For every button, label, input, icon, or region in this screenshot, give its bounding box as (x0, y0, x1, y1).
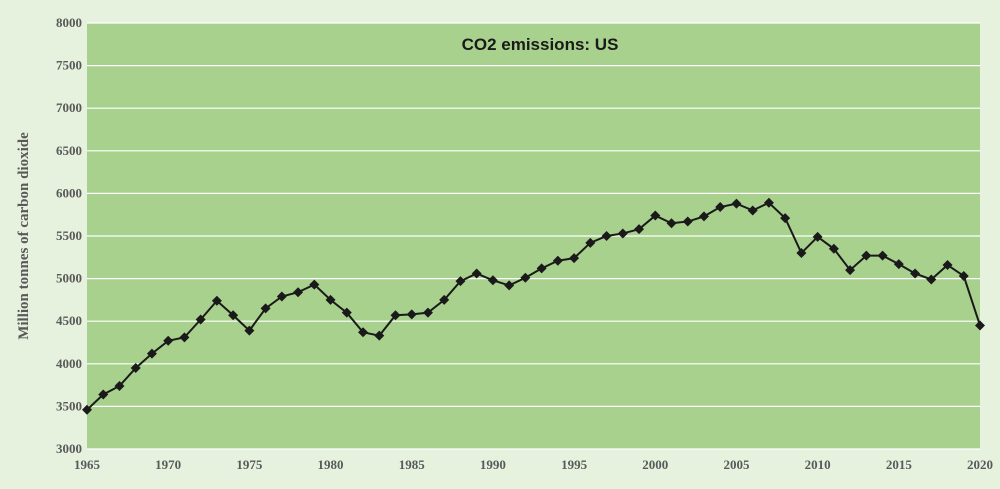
data-point (82, 404, 92, 415)
data-point (228, 310, 239, 321)
data-point (569, 253, 580, 264)
x-tick-label: 2010 (805, 457, 831, 472)
x-tick-label: 1975 (236, 457, 263, 472)
data-point (325, 294, 336, 305)
y-tick-label: 3000 (56, 441, 82, 456)
data-point (536, 263, 547, 274)
y-axis-label: Million tonnes of carbon dioxide (16, 132, 32, 340)
x-tick-label: 1970 (155, 457, 181, 472)
y-tick-label: 7000 (56, 100, 82, 115)
x-tick-label: 2005 (723, 457, 750, 472)
data-point (130, 363, 141, 374)
x-tick-label: 1985 (399, 457, 426, 472)
data-point (958, 271, 969, 282)
data-point (845, 265, 856, 276)
data-point (942, 259, 953, 270)
chart-title: CO2 emissions: US (462, 35, 619, 54)
data-point (439, 294, 450, 305)
data-point (812, 231, 823, 242)
data-point (471, 268, 482, 279)
data-point (406, 309, 417, 320)
gridlines (87, 22, 980, 450)
data-point (455, 276, 466, 287)
data-point (861, 250, 872, 261)
y-tick-label: 6000 (56, 185, 82, 200)
data-point (747, 205, 758, 216)
x-tick-label: 2020 (967, 457, 993, 472)
data-point (877, 250, 888, 261)
data-point (828, 243, 839, 254)
y-tick-label: 4000 (56, 356, 82, 371)
data-point (309, 279, 320, 290)
data-point (114, 380, 125, 391)
data-point (195, 314, 206, 325)
data-point (601, 231, 612, 241)
data-point (146, 348, 157, 359)
data-point (731, 198, 742, 209)
data-point (276, 291, 287, 302)
data-point (293, 287, 304, 298)
data-point (422, 307, 433, 318)
data-point (926, 274, 937, 285)
x-tick-label: 1980 (318, 457, 344, 472)
x-tick-label: 2015 (886, 457, 913, 472)
data-markers (82, 197, 985, 415)
data-point (487, 275, 498, 286)
data-point (163, 335, 174, 346)
y-tick-label: 5500 (56, 228, 82, 243)
data-point (390, 310, 401, 321)
data-point (552, 255, 563, 266)
data-point (780, 213, 791, 224)
data-point (374, 330, 385, 341)
data-point (504, 280, 515, 291)
data-point (975, 320, 985, 331)
data-point (260, 303, 271, 314)
data-point (910, 268, 921, 279)
y-tick-label: 3500 (56, 398, 82, 413)
y-tick-label: 4500 (56, 313, 82, 328)
y-tick-label: 8000 (56, 15, 82, 30)
data-point (698, 211, 709, 222)
y-tick-label: 7500 (56, 58, 82, 73)
data-point (650, 210, 661, 221)
data-point (179, 332, 190, 343)
x-axis-ticks: 1965 1970 1975 1980 1985 1990 1995 2000 2005 2010… (74, 457, 993, 472)
data-point (763, 197, 774, 208)
data-point (617, 228, 628, 239)
data-point (341, 307, 352, 318)
data-point (796, 248, 807, 259)
x-tick-label: 1990 (480, 457, 506, 472)
data-point (666, 218, 677, 229)
x-tick-label: 1965 (74, 457, 101, 472)
y-tick-label: 5000 (56, 271, 82, 286)
data-point (520, 272, 531, 283)
data-point (98, 389, 109, 400)
x-tick-label: 2000 (642, 457, 668, 472)
data-point (893, 259, 904, 270)
data-point (682, 216, 693, 227)
x-tick-label: 1995 (561, 457, 588, 472)
data-point (211, 295, 222, 306)
data-point (585, 237, 596, 248)
data-point (358, 327, 369, 338)
data-point (244, 325, 255, 336)
data-point (634, 224, 645, 235)
y-axis-ticks: 3000 3500 4000 4500 5000 5500 6000 6500 7000 7500… (56, 15, 82, 456)
data-point (715, 202, 726, 213)
y-tick-label: 6500 (56, 143, 82, 158)
